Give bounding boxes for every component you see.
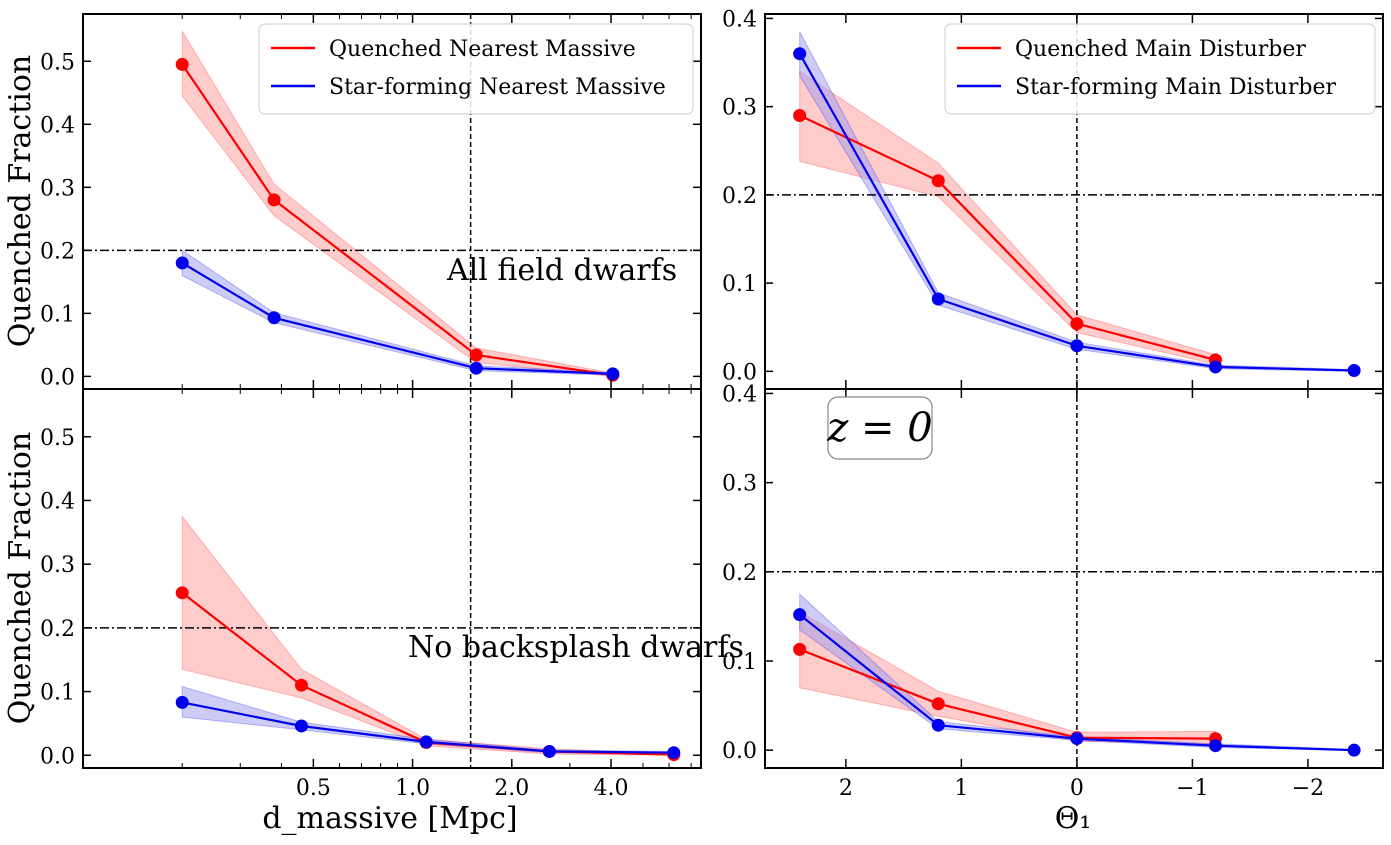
data-point-top-right-1-1	[931, 292, 945, 306]
legend-box-top-left	[258, 23, 694, 115]
ytick-label-bottom-left-0: 0.0	[40, 744, 75, 769]
ytick-label-bottom-left-4: 0.4	[40, 489, 75, 514]
annotation-all-field-dwarfs: All field dwarfs	[446, 253, 677, 288]
legend-label-top-right-0: Quenched Main Disturber	[1015, 37, 1306, 62]
data-point-bottom-left-1-1	[294, 719, 308, 733]
series-line-top-left-0	[181, 63, 613, 377]
ytick-label-bottom-right-2: 0.2	[722, 561, 757, 586]
xtick-label-bottom-right-0: 2	[839, 776, 853, 801]
data-point-top-left-1-2	[469, 361, 483, 375]
xtick-label-bottom-left-1: 1.0	[395, 776, 430, 801]
ytick-label-top-right-2: 0.2	[722, 184, 757, 209]
legend-label-top-right-1: Star-forming Main Disturber	[1015, 75, 1336, 100]
panel-bottom-right: 0.0 0.1 0.2 0.3 0.4 2 1 0 −1 −2	[722, 382, 1384, 801]
data-point-bottom-left-0-1	[294, 678, 308, 692]
xtick-label-bottom-right-1: 1	[954, 776, 968, 801]
xtick-label-bottom-right-2: 0	[1070, 776, 1084, 801]
data-point-bottom-right-1-0	[793, 608, 807, 622]
ylabel-top-left: Quenched Fraction	[3, 55, 38, 348]
legend-label-top-left-0: Quenched Nearest Massive	[329, 37, 636, 62]
ytick-label-top-left-5: 0.5	[40, 50, 75, 75]
redshift-box	[827, 396, 933, 460]
data-point-top-left-0-2	[469, 348, 483, 362]
legend-label-top-left-1: Star-forming Nearest Massive	[329, 75, 666, 100]
xtick-label-bottom-right-3: −1	[1176, 776, 1208, 801]
panel-bottom-left: 0.0 0.1 0.2 0.3 0.4 0.5 0.5 1.0 2.0 4.0	[40, 388, 702, 801]
legend-box-top-right	[944, 23, 1376, 115]
ytick-label-bottom-right-3: 0.3	[722, 472, 757, 497]
data-point-bottom-right-1-2	[1070, 732, 1084, 746]
xtick-label-bottom-left-2: 2.0	[494, 776, 529, 801]
xtick-label-bottom-left-0: 0.5	[296, 776, 331, 801]
xtick-label-bottom-right-4: −2	[1292, 776, 1324, 801]
ytick-label-bottom-right-4: 0.4	[722, 382, 757, 407]
ytick-label-top-right-3: 0.3	[722, 96, 757, 121]
data-point-bottom-right-0-1	[931, 697, 945, 711]
ytick-label-top-left-3: 0.3	[40, 176, 75, 201]
data-point-bottom-right-0-0	[793, 642, 807, 656]
data-point-bottom-left-0-0	[175, 586, 189, 600]
data-point-top-right-0-2	[1070, 317, 1084, 331]
ytick-label-top-right-4: 0.4	[722, 7, 757, 32]
data-point-top-left-1-1	[267, 311, 281, 325]
data-point-top-right-1-4	[1347, 363, 1361, 377]
data-point-bottom-left-1-2	[419, 735, 433, 749]
redshift-label: z = 0	[826, 405, 932, 451]
plot-area-top-left	[83, 14, 701, 389]
series-line-top-right-0	[799, 114, 1216, 361]
ytick-label-top-right-0: 0.0	[722, 360, 757, 385]
data-point-top-left-0-0	[175, 57, 189, 71]
panel-top-left: 0.0 0.1 0.2 0.3 0.4 0.5 Quenched Nearest Massi…	[40, 13, 702, 390]
ytick-label-bottom-left-5: 0.5	[40, 426, 75, 451]
ytick-label-top-left-1: 0.1	[40, 302, 75, 327]
data-point-top-right-0-1	[931, 174, 945, 188]
data-point-top-left-1-0	[175, 256, 189, 270]
data-point-top-left-1-3	[606, 367, 620, 381]
data-point-bottom-left-1-3	[542, 744, 556, 758]
legend-top-right: Quenched Main Disturber Star-forming Main…	[944, 23, 1376, 115]
data-point-bottom-left-1-4	[667, 746, 681, 760]
xlabel-left: d_massive [Mpc]	[262, 801, 517, 836]
ytick-label-bottom-right-1: 0.1	[722, 650, 757, 675]
axes-frame-bottom-right	[764, 388, 1384, 769]
data-point-bottom-right-1-3	[1209, 739, 1223, 753]
data-point-top-right-1-0	[793, 47, 807, 61]
data-point-top-left-0-1	[267, 193, 281, 207]
ytick-label-top-left-2: 0.2	[40, 239, 75, 264]
ytick-label-bottom-left-2: 0.2	[40, 617, 75, 642]
xtick-label-bottom-left-3: 4.0	[594, 776, 629, 801]
ytick-label-bottom-right-0: 0.0	[722, 739, 757, 764]
ytick-label-bottom-left-1: 0.1	[40, 681, 75, 706]
ytick-label-top-left-4: 0.4	[40, 113, 75, 138]
ytick-label-top-right-1: 0.1	[722, 272, 757, 297]
ytick-label-bottom-left-3: 0.3	[40, 553, 75, 578]
series-line-top-left-1	[181, 261, 613, 375]
axes-frame-bottom-left	[82, 388, 702, 769]
ylabel-bottom-left: Quenched Fraction	[3, 432, 38, 725]
series-line-bottom-right-0	[799, 648, 1216, 740]
plot-area-bottom-right	[765, 389, 1383, 768]
legend-top-left: Quenched Nearest Massive Star-forming Nea…	[258, 23, 694, 115]
data-point-bottom-right-1-4	[1347, 743, 1361, 757]
data-point-top-right-0-0	[793, 108, 807, 122]
plot-area-top-right	[765, 14, 1383, 389]
ytick-label-top-left-0: 0.0	[40, 365, 75, 390]
data-point-bottom-left-1-0	[175, 695, 189, 709]
data-point-top-right-1-2	[1070, 339, 1084, 353]
plot-area-bottom-left	[83, 389, 701, 768]
panel-top-right: 0.0 0.1 0.2 0.3 0.4 Quenched Main Disturber St…	[722, 7, 1384, 390]
data-point-bottom-right-1-1	[931, 718, 945, 732]
annotation-no-backsplash-dwarfs: No backsplash dwarfs	[408, 630, 744, 665]
data-point-top-right-1-3	[1209, 360, 1223, 374]
xlabel-right: Θ₁	[1055, 801, 1092, 836]
